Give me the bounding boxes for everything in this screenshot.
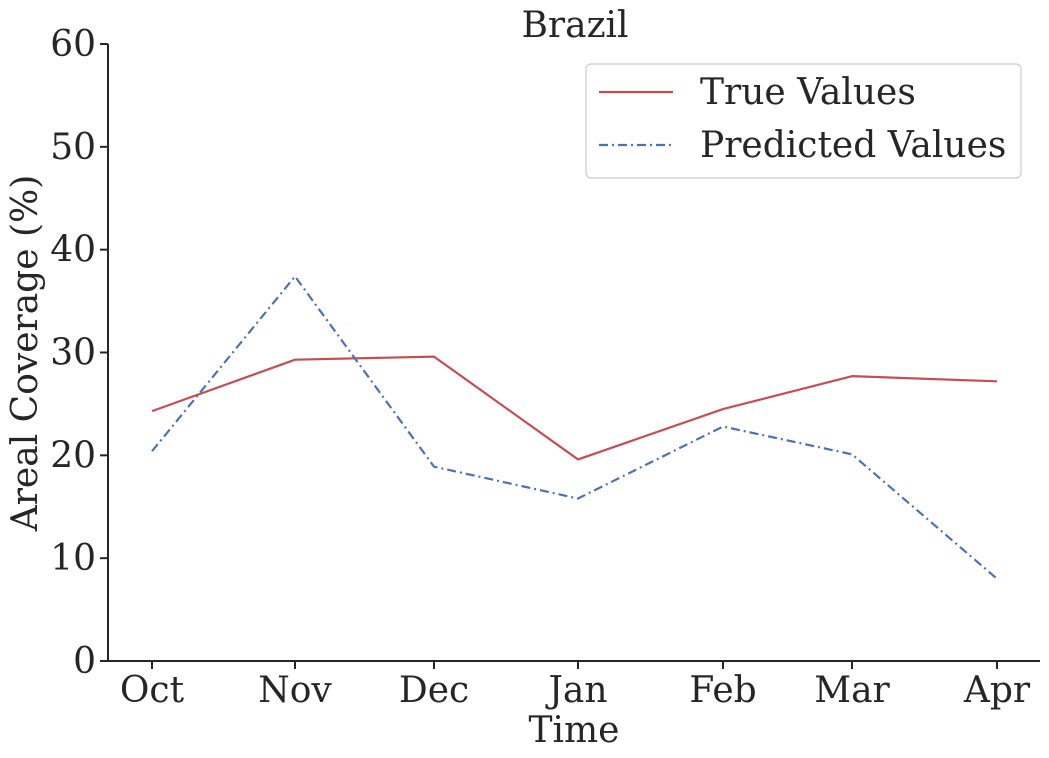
series-group — [151, 275, 998, 580]
y-tick-label: 50 — [50, 127, 96, 168]
legend-label: True Values — [700, 72, 916, 113]
legend: True Values Predicted Values — [585, 63, 1022, 179]
y-tick-label: 0 — [73, 641, 96, 682]
x-tick-label: Apr — [963, 670, 1031, 711]
y-tick-label: 10 — [50, 538, 96, 579]
series-line-true-values — [151, 355, 998, 461]
series-line-predicted-values — [151, 275, 998, 580]
x-tick-label: Oct — [120, 670, 185, 711]
x-tick-label: Nov — [258, 670, 332, 711]
y-tick-label: 60 — [50, 24, 96, 65]
y-tick-label: 20 — [50, 435, 96, 476]
x-tick-label: Dec — [399, 670, 469, 711]
x-tick-label: Mar — [814, 670, 890, 711]
x-axis-label: Time — [529, 710, 620, 751]
x-ticks: Oct Nov Dec Jan Feb Mar Apr — [120, 661, 1031, 711]
y-tick-label: 40 — [50, 230, 96, 271]
x-tick-label: Jan — [544, 670, 607, 711]
chart-title: Brazil — [521, 5, 628, 46]
legend-label: Predicted Values — [700, 125, 1006, 166]
y-ticks: 0 10 20 30 40 50 60 — [50, 24, 108, 682]
y-axis-label: Areal Coverage (%) — [5, 175, 46, 533]
x-tick-label: Feb — [689, 670, 756, 711]
legend-box — [585, 63, 1022, 179]
y-tick-label: 30 — [50, 333, 96, 374]
